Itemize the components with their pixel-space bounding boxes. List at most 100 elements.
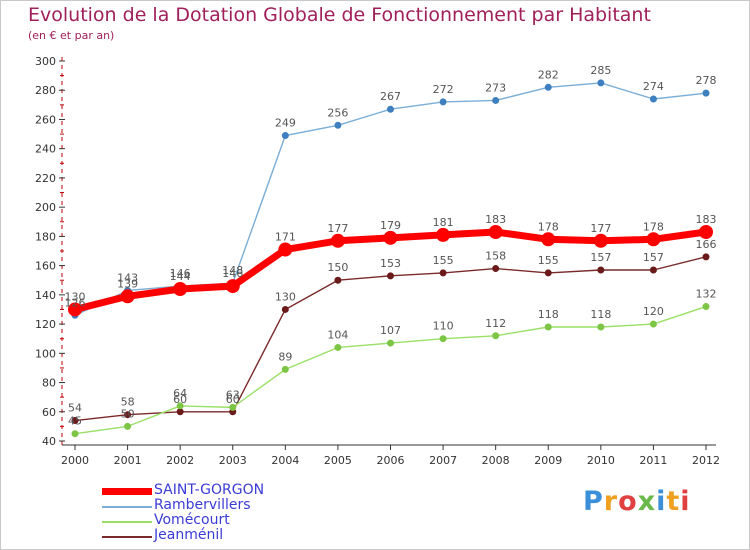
data-point xyxy=(699,225,713,239)
y-tick-label: 80 xyxy=(42,377,56,390)
x-tick-label: 2000 xyxy=(61,454,89,467)
data-point xyxy=(541,232,556,247)
data-point xyxy=(649,266,657,274)
data-label: 50 xyxy=(121,407,135,420)
y-tick-label: 280 xyxy=(35,84,56,97)
data-point xyxy=(176,402,184,410)
y-tick-label: 120 xyxy=(35,318,56,331)
data-point xyxy=(124,422,132,430)
y-tick-label: 180 xyxy=(35,230,56,243)
data-label: 171 xyxy=(275,231,296,244)
logo-letter: i xyxy=(656,486,667,517)
data-label: 267 xyxy=(380,90,401,103)
x-tick-label: 2008 xyxy=(482,454,510,467)
data-label: 177 xyxy=(590,222,611,235)
y-tick-label: 60 xyxy=(42,406,56,419)
data-label: 155 xyxy=(538,254,559,267)
data-point xyxy=(597,323,605,331)
data-label: 178 xyxy=(538,220,559,233)
data-point xyxy=(225,279,240,294)
data-point xyxy=(120,289,135,304)
data-label: 178 xyxy=(643,220,664,233)
chart-axes: 40 60 80 100 120 140 160 180 200 220 240 260 280 300 2… xyxy=(35,55,720,467)
legend-label-jeanmenil: Jeanménil xyxy=(154,527,224,543)
data-label: 64 xyxy=(173,387,187,400)
data-point xyxy=(334,276,342,284)
data-point xyxy=(702,303,710,311)
data-point xyxy=(68,302,82,317)
data-label: 104 xyxy=(327,328,348,341)
x-tick-label: 2010 xyxy=(587,454,615,467)
data-label: 144 xyxy=(170,270,191,283)
data-point xyxy=(597,79,605,87)
data-point xyxy=(649,320,657,328)
data-label: 148 xyxy=(222,264,243,277)
data-label: 60 xyxy=(173,393,187,406)
data-point xyxy=(439,269,447,277)
legend-label-vomecourt: Vomécourt xyxy=(154,512,230,528)
data-point xyxy=(439,98,447,106)
data-label: 166 xyxy=(696,238,717,251)
data-label: 130 xyxy=(275,290,296,303)
data-point xyxy=(281,305,289,313)
data-point xyxy=(334,343,342,351)
data-point xyxy=(387,272,394,280)
data-point xyxy=(173,282,188,296)
data-label: 183 xyxy=(485,213,506,226)
data-point xyxy=(281,365,289,373)
legend-swatch-saint-gorgon xyxy=(102,488,152,495)
data-point xyxy=(646,232,661,247)
data-point xyxy=(649,95,657,103)
y-tick-label: 220 xyxy=(35,172,56,185)
y-tick-label: 40 xyxy=(42,435,56,448)
data-point xyxy=(492,332,500,340)
series-layer xyxy=(68,79,713,438)
data-label: 110 xyxy=(433,320,454,333)
data-point xyxy=(71,430,79,438)
data-point xyxy=(71,417,79,425)
logo-letter: r xyxy=(603,486,619,517)
logo-letter: i xyxy=(680,486,691,517)
data-label: 256 xyxy=(327,106,348,119)
data-label: 89 xyxy=(278,350,292,363)
data-label: 158 xyxy=(485,250,506,263)
data-label: 278 xyxy=(696,74,717,87)
data-label: 155 xyxy=(433,254,454,267)
data-label: 112 xyxy=(485,317,506,330)
data-label: 146 xyxy=(170,267,191,280)
data-point xyxy=(544,323,552,331)
data-point xyxy=(492,265,500,273)
y-tick-label: 240 xyxy=(35,143,56,156)
data-label: 157 xyxy=(643,251,664,264)
x-tick-label: 2003 xyxy=(219,454,247,467)
x-tick-label: 2007 xyxy=(429,454,457,467)
data-point xyxy=(544,83,552,91)
data-label: 177 xyxy=(327,222,348,235)
data-label: 285 xyxy=(590,64,611,77)
data-point xyxy=(124,411,132,419)
data-label: 63 xyxy=(226,388,240,401)
data-label: 274 xyxy=(643,80,664,93)
data-point xyxy=(488,225,503,239)
data-point xyxy=(229,403,237,411)
data-point xyxy=(597,266,605,274)
data-label: 45 xyxy=(68,415,82,428)
y-tick-label: 140 xyxy=(35,289,56,302)
data-label: 126 xyxy=(65,296,86,309)
x-tick-label: 2001 xyxy=(114,454,142,467)
data-point xyxy=(439,335,447,343)
x-tick-label: 2004 xyxy=(271,454,299,467)
y-tick-label: 260 xyxy=(35,113,56,126)
chart-title: Evolution de la Dotation Globale de Fonc… xyxy=(28,4,651,26)
logo-letter: o xyxy=(618,486,638,517)
logo-letter: t xyxy=(666,486,681,517)
legend-swatch-jeanmenil xyxy=(102,536,152,538)
data-label: 179 xyxy=(380,219,401,232)
legend-label-rambervillers: Rambervillers xyxy=(154,497,251,513)
data-label: 183 xyxy=(696,213,717,226)
data-point xyxy=(334,121,342,129)
legend-swatch-vomecourt xyxy=(102,521,152,523)
